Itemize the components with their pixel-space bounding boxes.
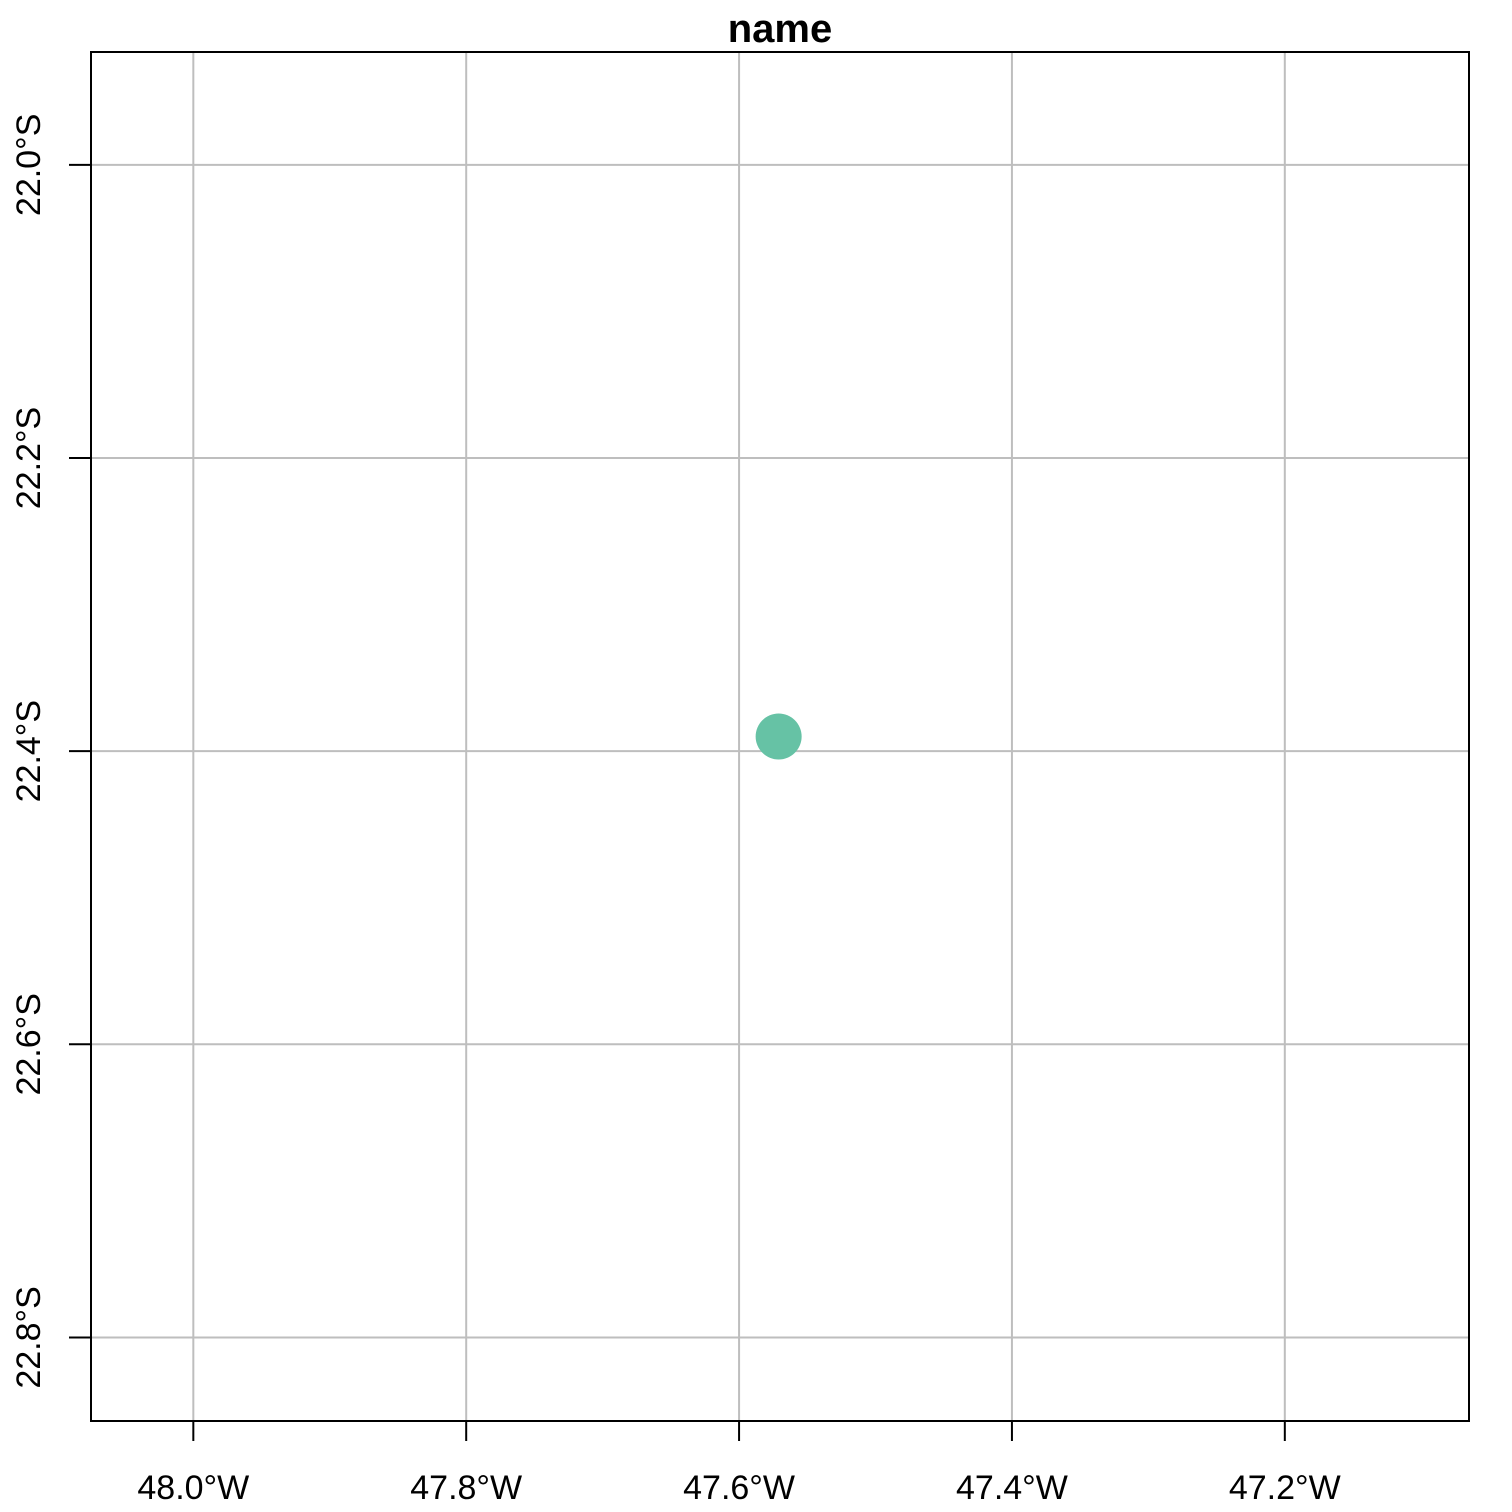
- x-tick-label-1: 47.8°W: [410, 1469, 522, 1507]
- plot-frame: [90, 51, 1470, 1422]
- x-tick-label-4: 47.2°W: [1229, 1469, 1341, 1507]
- x-tick-label-2: 47.6°W: [683, 1469, 795, 1507]
- x-tick-label-0: 48.0°W: [137, 1469, 249, 1507]
- map-title: name: [728, 7, 833, 51]
- x-axis: 48.0°W 47.8°W 47.6°W 47.4°W 47.2°W: [137, 1421, 1341, 1507]
- y-tick-label-1: 22.2°S: [10, 407, 48, 509]
- y-tick-label-3: 22.6°S: [10, 993, 48, 1095]
- y-tick-label-0: 22.0°S: [10, 114, 48, 216]
- data-point-0: [755, 713, 802, 760]
- gridlines: [91, 52, 1469, 1421]
- y-tick-label-2: 22.4°S: [10, 700, 48, 802]
- y-tick-label-4: 22.8°S: [10, 1286, 48, 1388]
- x-tick-label-3: 47.4°W: [956, 1469, 1068, 1507]
- data-points: [755, 713, 802, 760]
- y-axis: 22.0°S 22.2°S 22.4°S 22.6°S 22.8°S: [10, 114, 91, 1389]
